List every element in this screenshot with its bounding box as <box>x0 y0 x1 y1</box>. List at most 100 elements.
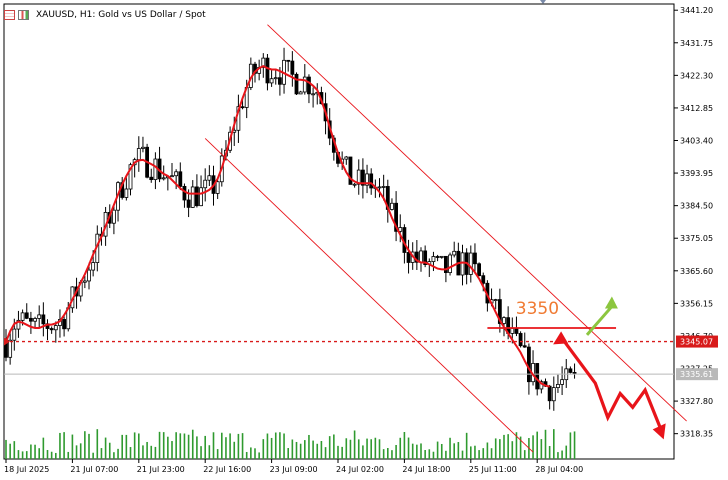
candle-body <box>535 363 540 390</box>
candle-body <box>290 60 295 75</box>
candle <box>132 157 137 178</box>
candle <box>41 302 46 337</box>
candle-body <box>240 106 245 109</box>
candle <box>406 239 411 274</box>
candle <box>265 53 270 91</box>
x-tick-label: 28 Jul 04:00 <box>535 465 583 474</box>
candle <box>215 178 220 200</box>
candle-body <box>87 269 91 282</box>
candle-body <box>311 93 316 96</box>
candle-body <box>356 169 361 185</box>
candle-body <box>273 77 278 80</box>
candle <box>398 214 403 243</box>
candle-body <box>261 57 266 68</box>
candle-body <box>518 333 523 347</box>
moving-average-line <box>5 64 550 388</box>
candle <box>307 74 311 104</box>
candle-body <box>203 179 208 189</box>
candle <box>112 204 116 235</box>
price-axis: 3441.20 3431.75 3422.30 3412.85 3403.40 3393.… <box>4 0 718 439</box>
candle-body <box>286 59 291 62</box>
y-tick-label: 3441.20 <box>680 6 713 15</box>
projected-start-head <box>553 331 569 345</box>
candle-body <box>477 263 482 277</box>
candle <box>157 146 162 183</box>
candle-body <box>174 171 179 177</box>
candle-body <box>12 328 17 341</box>
x-tick-label: 23 Jul 09:00 <box>270 465 318 474</box>
chart-header: XAUUSD, H1: Gold vs US Dollar / Spot <box>4 8 206 22</box>
candle <box>564 359 569 388</box>
candle-body <box>37 314 42 319</box>
candle-body <box>141 146 145 149</box>
chart-type-icon[interactable] <box>18 10 29 20</box>
candle-body <box>527 346 531 383</box>
candle <box>356 159 361 195</box>
plot-border <box>3 3 675 460</box>
candle-body <box>302 76 307 93</box>
candle-body <box>435 256 440 258</box>
symbol-title: XAUUSD, H1: Gold vs US Dollar / Spot <box>36 10 206 20</box>
candle <box>136 136 141 172</box>
candle <box>58 309 62 338</box>
candle-body <box>49 328 54 331</box>
candle <box>369 168 374 195</box>
candle-body <box>24 312 29 319</box>
projected-path <box>560 337 664 432</box>
candle-body <box>377 186 382 189</box>
candle <box>45 319 50 341</box>
candle-body <box>307 76 311 95</box>
candle-body <box>439 255 444 258</box>
candle-body <box>431 256 436 263</box>
y-tick-label: 3422.30 <box>680 71 713 80</box>
x-tick-label: 24 Jul 02:00 <box>336 465 384 474</box>
candle-body <box>390 202 394 210</box>
candle-body <box>481 275 486 284</box>
candle <box>468 245 473 283</box>
candle <box>560 366 564 396</box>
candle-body <box>161 177 166 180</box>
candle-body <box>473 252 477 265</box>
x-tick-label: 21 Jul 23:00 <box>137 465 185 474</box>
candle-body <box>199 187 203 207</box>
candle <box>294 72 299 96</box>
candle <box>33 316 37 329</box>
candle-body <box>419 250 423 263</box>
candle <box>344 155 349 165</box>
candle-body <box>182 186 187 201</box>
candle <box>477 262 482 277</box>
y-tick-label: 3327.80 <box>680 397 713 406</box>
candle <box>273 68 278 85</box>
candle <box>381 174 386 201</box>
candle-body <box>20 312 25 321</box>
candle-body <box>294 73 299 95</box>
y-tick-label: 3356.15 <box>680 299 713 308</box>
candle <box>518 331 523 348</box>
candle <box>547 384 552 410</box>
candle-body <box>269 78 274 84</box>
candle <box>199 175 203 207</box>
candle-body <box>406 252 411 263</box>
candle <box>551 376 556 411</box>
candle-body <box>149 176 154 181</box>
candle-body <box>369 173 374 189</box>
candle <box>385 179 390 223</box>
candle-body <box>136 148 141 161</box>
chart-list-icon[interactable] <box>4 10 15 20</box>
candle-body <box>41 314 46 325</box>
candle <box>435 254 440 262</box>
candle-body <box>348 156 353 185</box>
candle <box>153 152 158 190</box>
candle <box>282 47 286 94</box>
candle-body <box>452 250 457 256</box>
x-tick-label: 24 Jul 18:00 <box>402 465 450 474</box>
candle-body <box>207 175 212 181</box>
candle-body <box>510 328 515 334</box>
candle-body <box>551 387 556 402</box>
candle-body <box>365 173 369 186</box>
candle <box>194 174 199 208</box>
chart-frame <box>3 3 675 460</box>
up-arrow-shaft <box>585 305 614 336</box>
